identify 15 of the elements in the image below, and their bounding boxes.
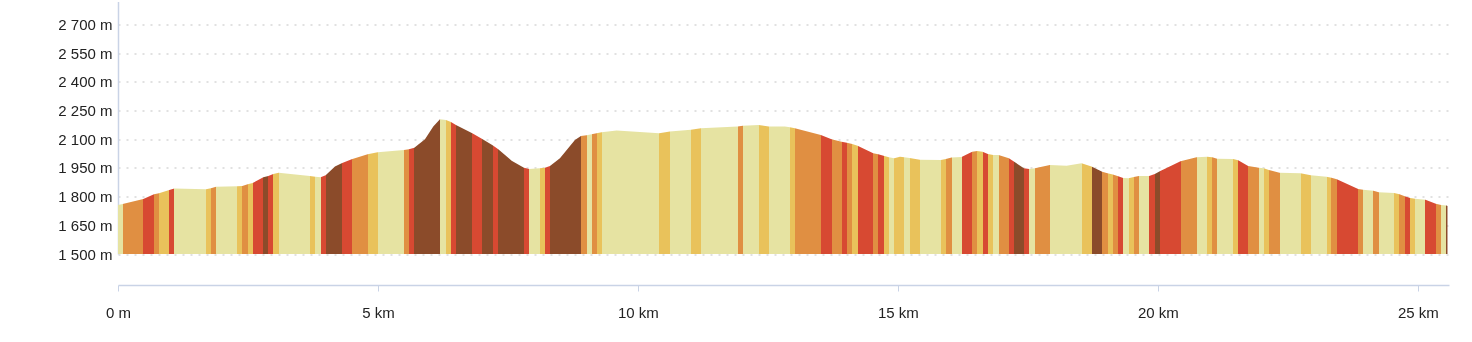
y-tick-label: 1 650 m: [58, 216, 113, 234]
y-tick-label: 1 800 m: [58, 188, 113, 206]
y-tick-label: 2 400 m: [58, 73, 113, 91]
y-tick-label: 2 250 m: [58, 102, 113, 120]
y-tick-label: 2 700 m: [58, 15, 113, 33]
x-tick-label: 0 m: [105, 303, 132, 321]
y-tick-label: 2 100 m: [58, 130, 113, 148]
y-tick-label: 1 950 m: [58, 159, 113, 177]
y-tick-label: 1 500 m: [58, 245, 113, 263]
x-tick-label: 20 km: [1137, 303, 1179, 321]
x-tick-label: 15 km: [877, 303, 919, 321]
x-tick-label: 25 km: [1397, 303, 1439, 321]
y-tick-label: 2 550 m: [58, 44, 113, 62]
x-tick-label: 10 km: [617, 303, 659, 321]
x-tick-label: 5 km: [362, 303, 395, 321]
